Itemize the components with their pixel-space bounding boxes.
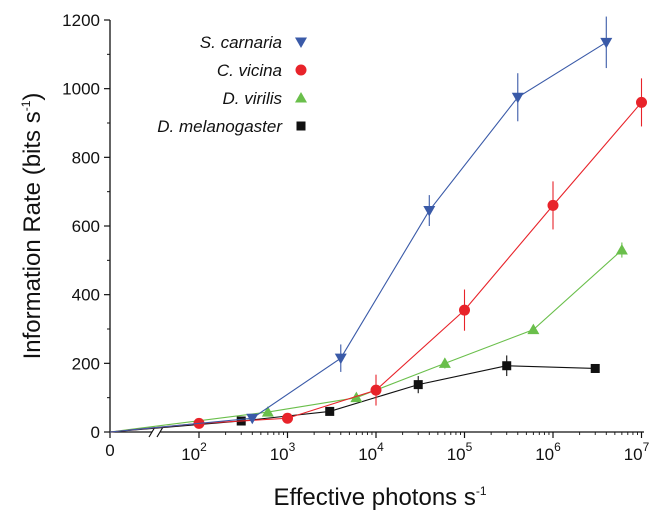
data-point: [502, 361, 512, 371]
series-line: [109, 249, 623, 433]
data-point: [282, 412, 293, 424]
data-point: [334, 353, 347, 365]
y-tick-label: 200: [72, 354, 100, 373]
data-point: [636, 96, 647, 108]
data-point: [423, 206, 436, 217]
data-point: [246, 413, 259, 425]
legend-marker: [295, 64, 307, 76]
data-point: [438, 357, 451, 368]
data-point: [413, 380, 423, 390]
x-tick-label: 106: [535, 440, 561, 464]
x-tick-label: 103: [270, 440, 296, 464]
axes: 0 200 400 600 800 1000 1200 0 102 103 104 105 106 107: [62, 11, 649, 464]
y-tick-label: 0: [91, 423, 100, 442]
y-tick-label: 400: [72, 286, 100, 305]
x-tick-label: 105: [447, 440, 473, 464]
x-tick-label: 107: [624, 440, 650, 464]
data-point: [370, 384, 382, 396]
y-tick-label: 1200: [62, 11, 100, 30]
series-line: [109, 41, 607, 433]
x-tick-label: 0: [105, 441, 114, 460]
data-point: [261, 406, 274, 417]
x-tick-label: 102: [181, 440, 207, 464]
x-tick-label: 104: [358, 440, 384, 464]
legend-label: C. vicina: [217, 61, 282, 80]
data-point: [590, 363, 600, 373]
series-layer: [109, 16, 647, 433]
axis-break-mark: [156, 426, 164, 438]
y-tick-label: 800: [72, 148, 100, 167]
x-axis-title: Effective photons s-1: [273, 484, 486, 511]
y-tick-label: 1000: [62, 80, 100, 99]
legend-marker: [295, 92, 307, 103]
series-3: [109, 355, 600, 433]
data-point: [547, 199, 559, 211]
data-point: [511, 92, 524, 104]
data-point: [615, 244, 628, 255]
data-point: [600, 37, 613, 49]
series-line: [109, 365, 596, 433]
legend: S. carnaria C. vicina D. virilis D. melanog…: [157, 33, 307, 136]
y-tick-label: 600: [72, 217, 100, 236]
data-point: [325, 406, 335, 416]
legend-label: S. carnaria: [200, 33, 282, 52]
y-axis-title: Information Rate (bits s-1): [19, 93, 46, 360]
legend-marker: [295, 37, 307, 48]
data-point: [527, 323, 540, 335]
legend-label: D. virilis: [223, 89, 283, 108]
legend-label: D. melanogaster: [157, 117, 283, 136]
series-2: [109, 242, 628, 433]
data-point: [459, 304, 470, 316]
series-0: [109, 16, 613, 433]
legend-marker: [296, 121, 306, 131]
